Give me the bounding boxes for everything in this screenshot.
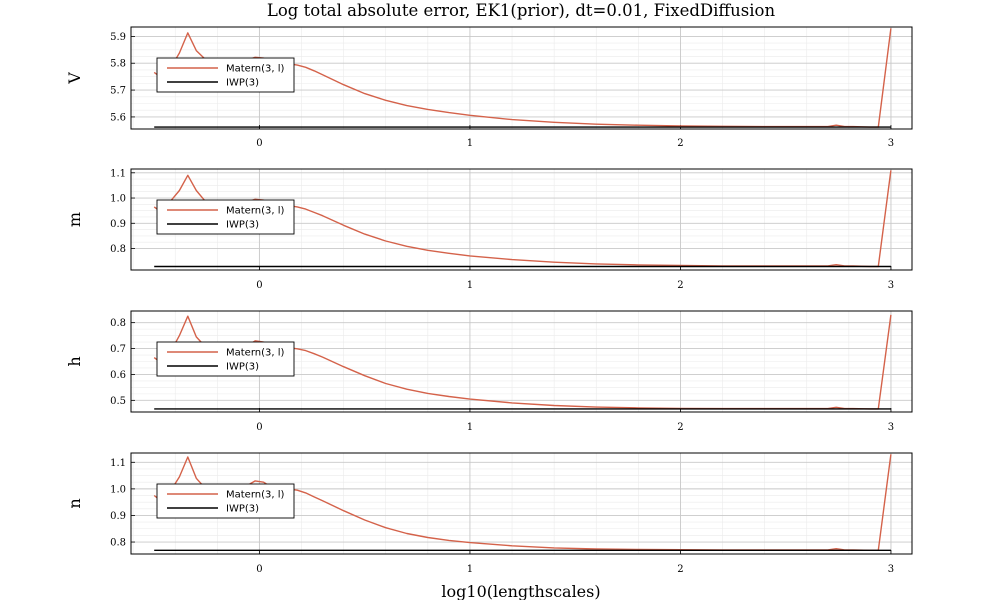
legend: Matern(3, l) IWP(3) — [156, 57, 295, 93]
y-tick-label: 5.9 — [110, 32, 126, 43]
plot-frame — [130, 452, 913, 555]
x-tick-label: 0 — [256, 564, 262, 575]
y-tick-label: 1.1 — [110, 458, 126, 469]
x-tick-label: 2 — [677, 564, 683, 575]
legend-entry: Matern(3, l) — [226, 490, 285, 501]
y-axis-label: m — [65, 212, 84, 227]
legend-entry: IWP(3) — [226, 220, 259, 231]
y-tick-label: 0.8 — [110, 538, 126, 549]
plot-frame — [130, 26, 913, 130]
plot-frame — [130, 168, 913, 271]
legend: Matern(3, l) IWP(3) — [156, 199, 295, 235]
y-tick-label: 1.1 — [110, 168, 126, 179]
x-tick-label: 3 — [888, 564, 894, 575]
legend-box — [156, 483, 295, 519]
subplot-n: 0 1 2 3 0.8 0.9 1.0 1.1 n Matern(3, l) IWP(3) — [65, 452, 913, 575]
x-tick-label: 2 — [677, 280, 683, 291]
x-tick-label: 1 — [467, 564, 473, 575]
plot-frame — [130, 310, 913, 413]
y-tick-label: 5.6 — [110, 112, 126, 123]
subplot-V: 0 1 2 3 5.6 5.7 5.8 5.9 V Matern(3, l) IWP(3) — [65, 26, 913, 149]
x-tick-label: 3 — [888, 280, 894, 291]
legend: Matern(3, l) IWP(3) — [156, 483, 295, 519]
legend-entry: IWP(3) — [226, 78, 259, 89]
y-tick-label: 0.8 — [110, 318, 126, 329]
x-tick-label: 1 — [467, 422, 473, 433]
y-tick-label: 0.9 — [110, 511, 126, 522]
legend-box — [156, 199, 295, 235]
subplot-h: 0 1 2 3 0.5 0.6 0.7 0.8 h Matern(3, l) IWP(3) — [65, 310, 913, 433]
y-tick-label: 0.7 — [110, 344, 126, 355]
x-tick-label: 3 — [888, 138, 894, 149]
figure-title: Log total absolute error, EK1(prior), dt… — [267, 1, 776, 20]
y-tick-label: 0.5 — [110, 396, 126, 407]
legend-entry: Matern(3, l) — [226, 348, 285, 359]
y-tick-label: 0.6 — [110, 370, 126, 381]
x-tick-label: 1 — [467, 280, 473, 291]
y-tick-label: 1.0 — [110, 484, 126, 495]
y-tick-label: 5.7 — [110, 86, 126, 97]
x-tick-label: 0 — [256, 138, 262, 149]
x-tick-label: 2 — [677, 422, 683, 433]
x-tick-label: 0 — [256, 422, 262, 433]
y-tick-label: 0.8 — [110, 244, 126, 255]
legend-box — [156, 341, 295, 377]
legend-entry: Matern(3, l) — [226, 64, 285, 75]
legend-box — [156, 57, 295, 93]
subplot-m: 0 1 2 3 0.8 0.9 1.0 1.1 m Matern(3, l) IWP(3) — [65, 168, 913, 291]
x-tick-label: 0 — [256, 280, 262, 291]
legend: Matern(3, l) IWP(3) — [156, 341, 295, 377]
y-tick-label: 5.8 — [110, 59, 126, 70]
x-tick-label: 2 — [677, 138, 683, 149]
legend-entry: Matern(3, l) — [226, 206, 285, 217]
y-tick-label: 0.9 — [110, 219, 126, 230]
x-axis-label: log10(lengthscales) — [441, 582, 600, 600]
y-axis-label: V — [65, 72, 84, 85]
legend-entry: IWP(3) — [226, 362, 259, 373]
legend-entry: IWP(3) — [226, 504, 259, 515]
y-axis-label: h — [65, 356, 84, 366]
x-tick-label: 3 — [888, 422, 894, 433]
y-tick-label: 1.0 — [110, 194, 126, 205]
x-tick-label: 1 — [467, 138, 473, 149]
y-axis-label: n — [65, 498, 84, 508]
